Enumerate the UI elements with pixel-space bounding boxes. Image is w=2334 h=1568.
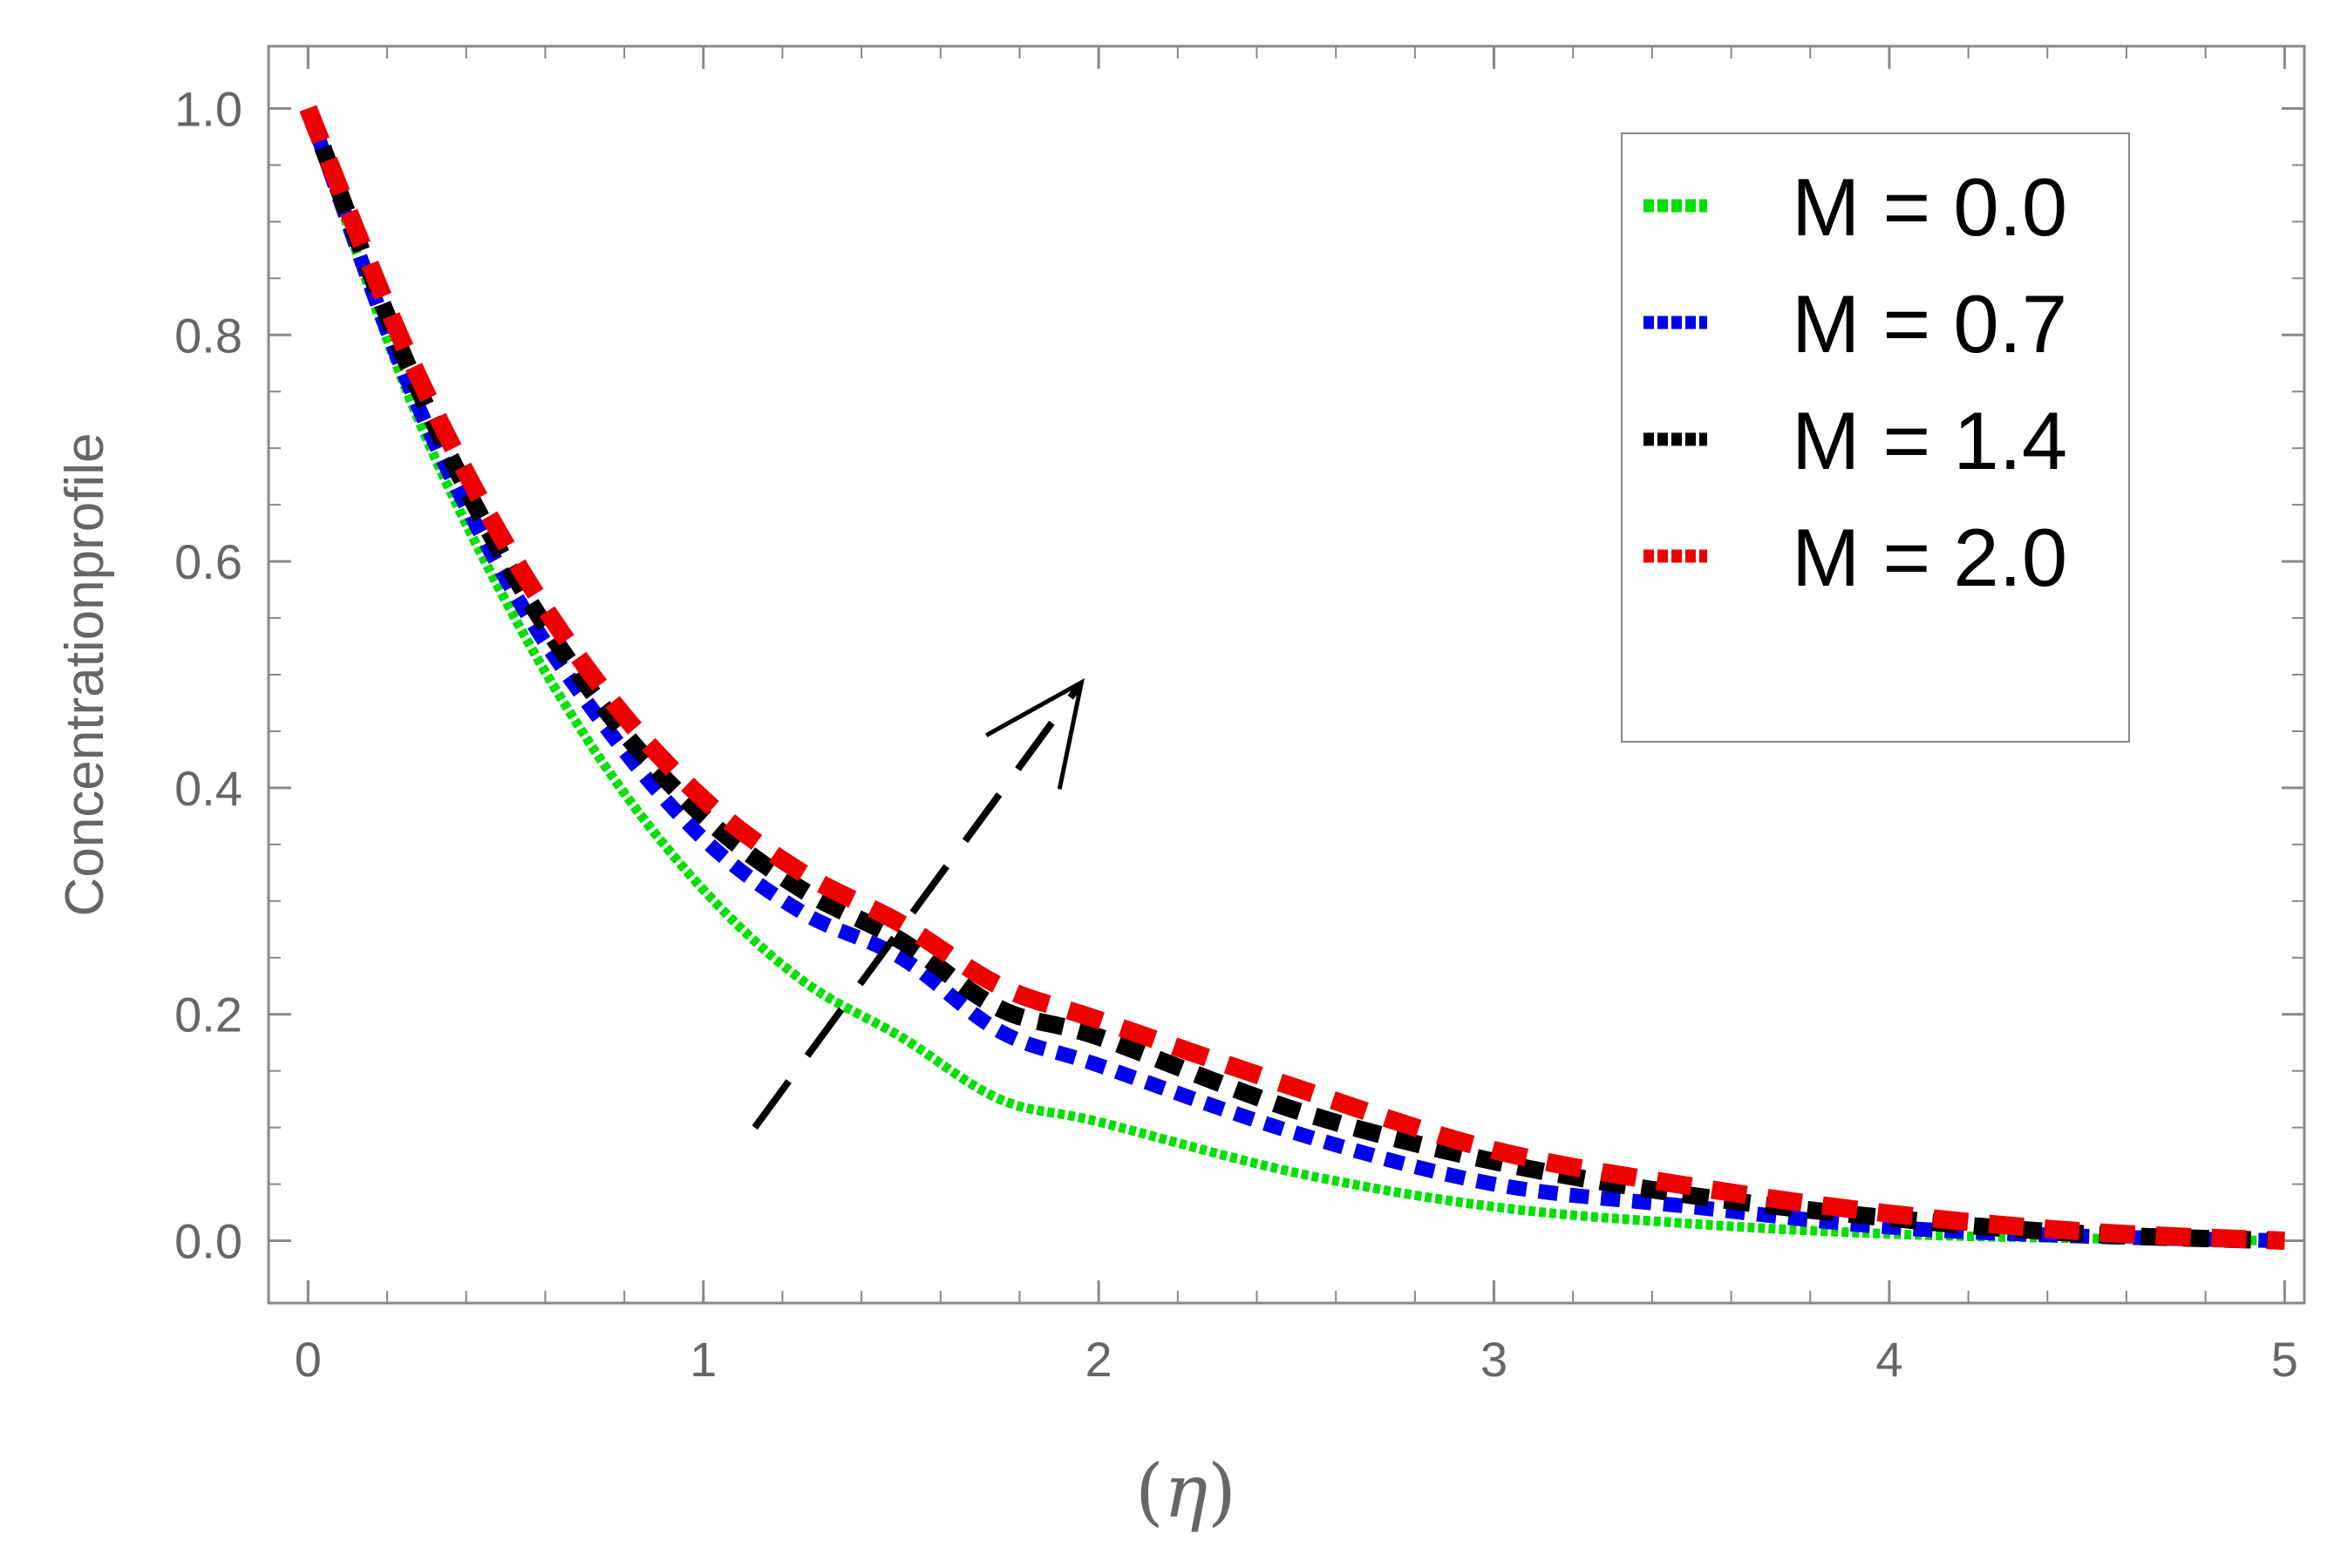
x-axis-title-variable: η: [1164, 1449, 1208, 1534]
x-tick-label: 3: [1480, 1332, 1507, 1387]
y-tick-label: 0.0: [174, 1214, 242, 1269]
series-line-2: [300, 105, 2285, 1250]
series-line-0: [303, 106, 2285, 1246]
x-axis-title-close: ): [1208, 1449, 1236, 1534]
x-tick-label: 2: [1085, 1332, 1113, 1387]
y-tick-label: 1.0: [174, 81, 242, 136]
x-tick-label: 4: [1875, 1332, 1902, 1387]
y-tick-label: 0.6: [174, 534, 242, 589]
series-layer: [299, 105, 2285, 1251]
x-axis-title: (η): [1135, 1449, 1236, 1534]
series-line-3: [299, 105, 2285, 1251]
legend-label-0: M = 0.0: [1792, 161, 2067, 253]
legend-label-3: M = 2.0: [1792, 512, 2067, 603]
annotation-arrow-head: [984, 678, 1085, 790]
annotation-layer: [752, 678, 1085, 1130]
tick-labels: 0 1 2 3 4 5 0.0 0.2 0.4 0.6 0.8 1.0: [174, 81, 2298, 1387]
x-axis-title-open: (: [1135, 1449, 1164, 1534]
legend-label-1: M = 0.7: [1792, 278, 2067, 370]
x-tick-label: 5: [2271, 1332, 2298, 1387]
y-axis-title: Concentrationprofile: [55, 433, 115, 917]
y-tick-label: 0.2: [174, 988, 242, 1042]
y-tick-label: 0.4: [174, 761, 242, 816]
annotation-arrow-shaft: [752, 683, 1082, 1130]
legend-label-2: M = 1.4: [1792, 395, 2067, 486]
legend: M = 0.0 M = 0.7 M = 1.4 M = 2.0: [1621, 132, 2130, 743]
legend-entries: M = 0.0 M = 0.7 M = 1.4 M = 2.0: [1643, 161, 2067, 603]
x-tick-label: 0: [295, 1332, 322, 1387]
x-tick-label: 1: [690, 1332, 717, 1387]
axis-ticks: [269, 46, 2304, 1303]
y-tick-label: 0.8: [174, 308, 242, 363]
